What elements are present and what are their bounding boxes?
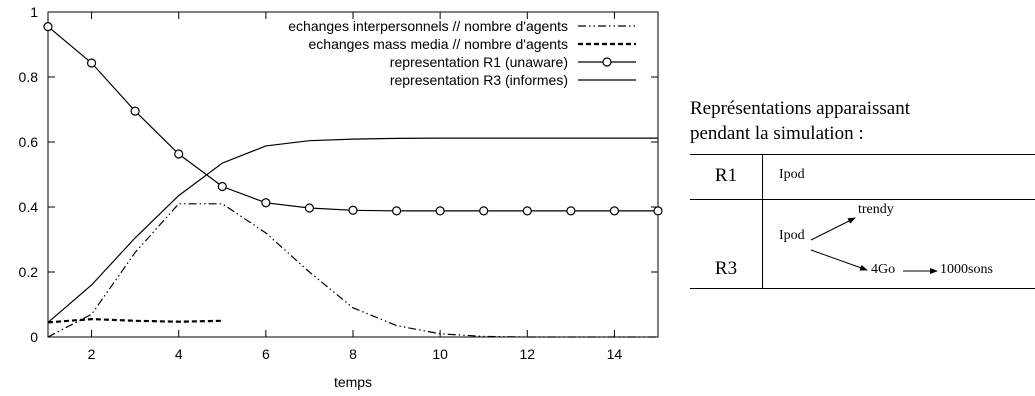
x-tick-label: 2	[88, 346, 96, 362]
representations-table: R1 Ipod R3 Ipod trendy 4Go 1000sons	[690, 154, 1035, 289]
data-point	[435, 206, 445, 216]
table-row: R3 Ipod trendy 4Go 1000sons	[690, 199, 1035, 289]
tree-node-root: Ipod	[779, 228, 805, 243]
y-tick-label: 0.8	[19, 69, 39, 85]
series-line	[47, 317, 223, 324]
axis-ticks: 2 4 6 8 10 12 14 0 0.2 0.4 0.6 0.8 1	[19, 4, 658, 362]
legend-label: representation R3 (informes)	[390, 72, 568, 88]
y-tick-label: 0.2	[19, 264, 39, 280]
representation-id: R1	[690, 154, 763, 200]
series-line	[47, 137, 658, 323]
data-point	[174, 149, 184, 159]
legend-label: echanges mass media // nombre d'agents	[309, 36, 569, 52]
legend-label: representation R1 (unaware)	[390, 54, 568, 70]
tree-edges	[810, 217, 938, 274]
representation-tree: Ipod trendy 4Go 1000sons	[762, 199, 1035, 289]
series-line	[47, 203, 658, 338]
tree-node-child: 4Go	[871, 262, 896, 277]
representation-id: R3	[690, 199, 763, 289]
table-row: R1 Ipod	[690, 154, 1035, 200]
data-point	[43, 22, 53, 32]
legend: echanges interpersonnels // nombre d'age…	[288, 18, 636, 88]
tree-node-child: trendy	[858, 202, 894, 217]
tree-node-grandchild: 1000sons	[940, 262, 993, 277]
y-tick-label: 0.4	[19, 199, 39, 215]
x-tick-label: 12	[519, 346, 535, 362]
panel-caption-line-1: Représentations apparaissant	[690, 98, 911, 119]
legend-label: echanges interpersonnels // nombre d'age…	[288, 18, 568, 34]
data-point	[304, 203, 315, 213]
representations-panel: Représentations apparaissant pendant la …	[690, 96, 1035, 289]
y-tick-label: 0.6	[19, 134, 39, 150]
edge-arrow	[810, 217, 856, 241]
representation-tree: Ipod	[762, 154, 1035, 200]
data-point	[522, 206, 532, 216]
x-tick-label: 4	[175, 346, 183, 362]
x-tick-label: 14	[607, 346, 623, 362]
data-point	[391, 206, 402, 216]
tree-node-root: Ipod	[779, 167, 805, 182]
data-point	[261, 198, 271, 208]
series-group	[43, 22, 663, 338]
x-axis-label: temps	[334, 374, 372, 390]
data-point	[348, 205, 358, 215]
panel-caption-line-2: pendant la simulation :	[690, 123, 864, 144]
data-point	[479, 206, 489, 216]
x-tick-label: 6	[262, 346, 270, 362]
data-point	[653, 206, 663, 216]
data-point	[217, 181, 227, 192]
data-point	[130, 106, 140, 116]
legend-marker	[602, 57, 612, 67]
x-tick-label: 8	[349, 346, 357, 362]
data-point	[609, 206, 620, 216]
data-point	[86, 58, 97, 68]
y-tick-label: 1	[30, 4, 38, 20]
x-tick-label: 10	[432, 346, 448, 362]
edge-arrow	[810, 249, 868, 271]
data-point	[566, 206, 576, 216]
y-tick-label: 0	[30, 329, 38, 345]
